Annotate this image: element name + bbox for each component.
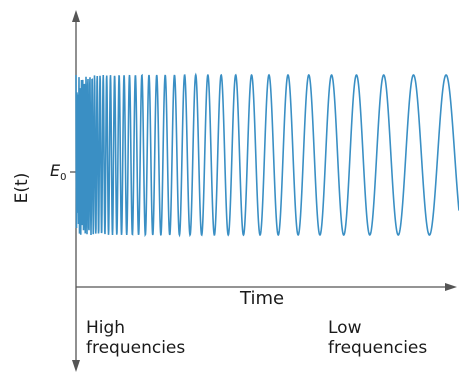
- y-axis-arrow-down: [72, 360, 80, 372]
- chirp-signal-line: [75, 72, 459, 238]
- annotation-high-frequencies: High frequencies: [86, 318, 186, 358]
- y-axis-arrow-up: [72, 10, 80, 22]
- e0-tick-label: E0: [50, 161, 67, 184]
- y-axis-label: E(t): [12, 172, 32, 204]
- x-axis-arrow: [445, 283, 457, 291]
- x-axis-label: Time: [240, 288, 285, 309]
- annotation-low-frequencies: Low frequencies: [328, 318, 428, 358]
